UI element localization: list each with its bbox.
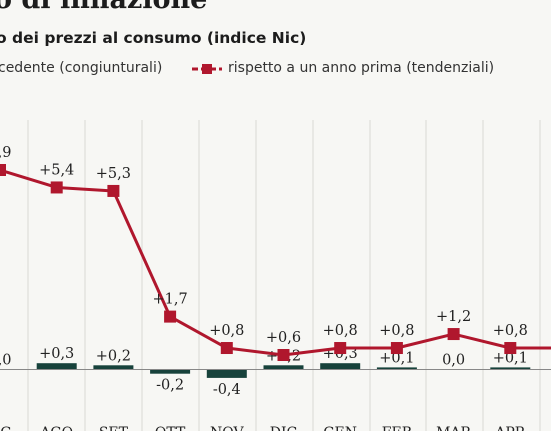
legend-line-label: rispetto a un anno prima (tendenziali) <box>228 60 495 76</box>
line-value-label: +1,7 <box>152 292 187 308</box>
line-marker <box>107 184 120 197</box>
bar <box>263 365 304 370</box>
bar-value-label: +0,1 <box>379 350 414 366</box>
line-marker <box>50 181 63 194</box>
bar-value-label: +0,1 <box>493 350 528 366</box>
x-tick-label: GEN <box>323 425 357 431</box>
chart-title: o di inflazione <box>0 0 207 15</box>
chart-subtitle: o dei prezzi al consumo (indice Nic) <box>0 29 307 47</box>
x-tick-label: AGO <box>39 425 73 431</box>
bar <box>490 367 531 370</box>
line-value-label: +1,2 <box>436 309 471 325</box>
bar <box>36 363 77 370</box>
x-tick-label: MAR <box>436 425 471 431</box>
bar <box>206 369 247 378</box>
legend-bars-label: cedente (congiunturali) <box>0 60 163 76</box>
line-value-label: +0,8 <box>209 323 244 339</box>
x-tick-label: NOV <box>210 425 244 431</box>
bar <box>376 367 417 370</box>
x-tick-label: UG <box>0 425 11 431</box>
bar <box>320 363 361 370</box>
line-marker <box>0 164 6 176</box>
bar <box>93 365 134 370</box>
bar-value-label: -0,2 <box>156 378 184 394</box>
x-tick-label: DIC <box>270 425 297 431</box>
line-marker <box>390 342 403 355</box>
line-marker <box>447 328 460 341</box>
bar-value-label: +0,3 <box>39 346 74 362</box>
line-value-label: 5,9 <box>0 145 12 161</box>
x-tick-label: FEB <box>382 425 412 431</box>
x-tick-label: APR <box>494 425 526 431</box>
x-tick-label: OTT <box>155 425 186 431</box>
bar-value-label: 0,0 <box>442 353 465 369</box>
line-marker <box>164 310 177 323</box>
x-tick-label: SET <box>99 425 129 431</box>
line-value-label: +0,6 <box>266 330 301 346</box>
line-marker <box>277 349 290 361</box>
line-marker <box>220 342 233 355</box>
bar-value-label: +0,2 <box>96 348 131 364</box>
line-marker <box>504 342 517 355</box>
line-value-label: +0,8 <box>323 323 358 339</box>
bar-value-label: -0,4 <box>213 382 241 398</box>
bar <box>150 369 191 374</box>
line-value-label: +0,8 <box>379 323 414 339</box>
bar-value-label: 0,0 <box>0 353 12 369</box>
line-value-label: +0,8 <box>493 323 528 339</box>
line-value-label: +5,4 <box>39 162 74 178</box>
line-series <box>0 168 551 357</box>
legend-line-marker-icon <box>192 64 222 74</box>
line-marker <box>334 342 347 355</box>
line-value-label: +5,3 <box>96 166 131 182</box>
